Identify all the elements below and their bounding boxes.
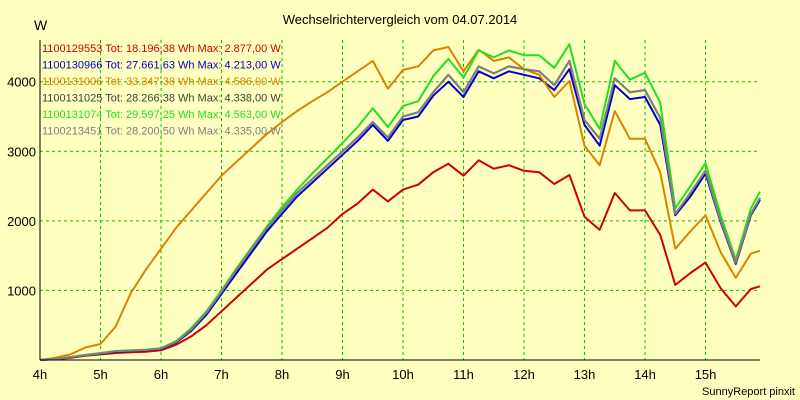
x-tick-label: 11h (453, 367, 474, 382)
tick-labels: 4h 5h 6h 7h 8h 9h 10h 11h 12h 13h 14h 15h 1000 2000 30… (7, 75, 716, 382)
x-tick-label: 5h (93, 367, 107, 382)
x-tick-label: 9h (335, 367, 349, 382)
legend-entry-1100130966: 1100130966 Tot: 27.661,63 Wh Max: 4.213,… (42, 60, 281, 72)
legend-entry-1100131074: 1100131074 Tot: 29.597,25 Wh Max: 4.563,… (42, 109, 281, 121)
y-tick-label: 1000 (7, 283, 36, 298)
chart-title: Wechselrichtervergleich vom 04.07.2014 (283, 12, 518, 27)
series-line-1100213451 (39, 59, 761, 361)
x-tick-label: 15h (695, 367, 717, 382)
x-tick-label: 14h (634, 367, 656, 382)
x-tick-label: 13h (574, 367, 596, 382)
legend-entry-1100213451: 1100213451 Tot: 28.200,50 Wh Max: 4.335,… (42, 126, 281, 138)
x-tick-label: 8h (275, 367, 289, 382)
legend-entry-1100129553: 1100129553 Tot: 18.196,38 Wh Max: 2.877,… (42, 43, 281, 55)
grid-lines (40, 40, 760, 360)
legend-entry-1100131006: 1100131006 Tot: 33.347,38 Wh Max: 4.586,… (42, 76, 281, 88)
x-tick-label: 12h (513, 367, 535, 382)
y-axis-unit-label: W (34, 17, 48, 33)
x-tick-label: 10h (392, 367, 414, 382)
series-line-1100129553 (39, 159, 761, 361)
axes (39, 40, 760, 361)
legend-entry-1100131025: 1100131025 Tot: 28.266,38 Wh Max: 4.338,… (42, 93, 281, 105)
x-tick-label: 6h (154, 367, 168, 382)
y-tick-label: 2000 (7, 214, 36, 229)
series-lines (39, 43, 761, 361)
y-tick-label: 3000 (7, 144, 36, 159)
legend: 1100129553 Tot: 18.196,38 Wh Max: 2.877,… (42, 43, 281, 138)
x-tick-label: 7h (214, 367, 228, 382)
x-tick-label: 4h (33, 367, 47, 382)
series-line-1100131006 (39, 46, 761, 361)
y-tick-label: 4000 (7, 75, 36, 90)
credit-text: SunnyReport pinxit (702, 386, 795, 398)
